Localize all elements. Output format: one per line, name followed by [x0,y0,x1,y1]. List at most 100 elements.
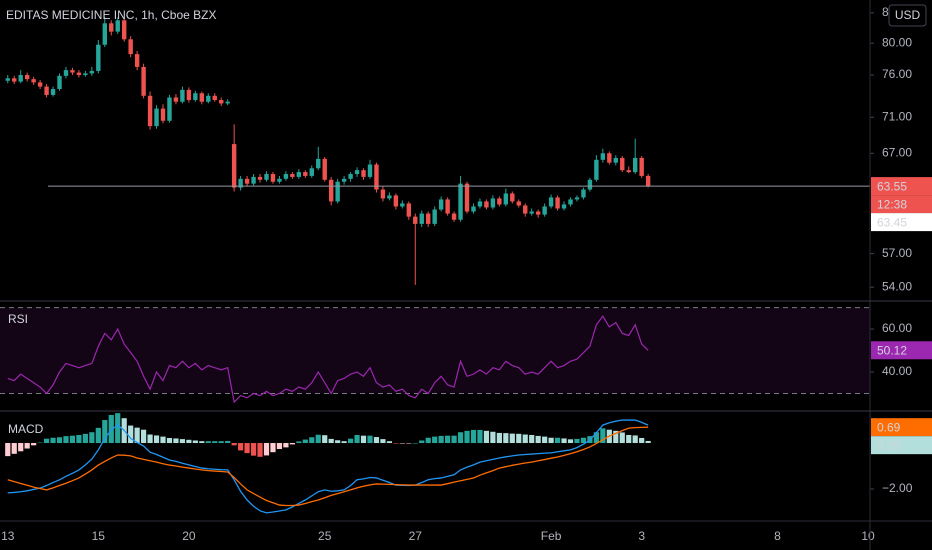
candle-body [548,197,554,207]
y-tick-label: −2.00 [882,481,913,495]
histogram-value-tag: 0.09 [877,438,901,452]
currency-button[interactable] [888,4,927,27]
y-tick-label: 80.00 [882,35,912,49]
candle-body [639,157,644,176]
macd-histogram-bar [328,438,334,444]
macd-histogram-bar [238,443,244,451]
x-tick-label: 15 [92,529,106,543]
indicator-title: RSI [8,312,28,326]
macd-histogram-bar [270,443,276,453]
macd-histogram-bar [231,443,237,446]
candle-body [283,174,289,179]
candle-body [270,174,276,182]
macd-histogram-bar [315,434,321,444]
last-price-tag: 63.55 [877,179,907,193]
x-tick-label: Feb [541,529,562,543]
candle-body [180,89,185,102]
macd-histogram-bar [257,443,263,457]
candle-body [231,144,237,188]
macd-histogram-bar [470,429,477,444]
candle-body [348,174,353,179]
candle-body [296,172,302,177]
candle-body [426,213,431,224]
macd-histogram-bar [600,428,606,444]
y-tick-label: 54.00 [882,279,912,293]
candle-body [393,195,399,207]
candle-body [109,23,114,32]
currency-label[interactable]: USD [895,8,921,22]
macd-histogram-bar [186,439,192,444]
macd-histogram-bar [554,437,561,444]
plot-layer: 84.0080.0076.0071.0067.0057.0054.0060.00… [0,5,913,543]
macd-histogram-bar [542,436,548,444]
candle-body [264,174,269,180]
macd-histogram-bar [37,442,43,444]
macd-histogram-bar [503,433,509,444]
macd-histogram-bar [296,441,302,444]
macd-histogram-bar [593,432,599,444]
candle-body [561,204,567,209]
macd-histogram-bar [128,425,134,444]
candle-body [154,108,159,127]
candle-body [529,211,534,214]
candle-body [70,70,75,73]
candle-body [244,178,250,184]
macd-histogram-bar [205,441,211,444]
macd-histogram-bar [31,443,37,446]
candle-body [574,197,580,200]
candle-body [76,72,82,76]
macd-histogram-bar [218,441,224,444]
macd-histogram-bar [522,434,528,444]
macd-histogram-bar [386,441,392,444]
macd-histogram-bar [483,430,490,444]
candle-body [464,183,470,212]
y-tick-label: 67.00 [882,145,912,159]
candle-body [335,181,340,202]
candle-body [626,170,631,173]
candle-body [328,179,334,202]
macd-histogram-bar [76,434,82,444]
macd-histogram-bar [89,432,95,444]
macd-histogram-bar [140,429,147,444]
candle-body [555,197,560,209]
macd-histogram-bar [490,431,496,444]
candle-body [438,199,444,210]
macd-histogram-bar [18,443,24,452]
macd-histogram-bar [451,435,457,444]
macd-histogram-bar [626,434,632,444]
bar-countdown-bg [871,195,932,214]
signal-value-tag-bg [871,418,932,437]
rsi-line [7,315,649,404]
candle-body [510,193,515,202]
macd-histogram-bar [102,420,108,444]
macd-histogram-bar [179,439,186,444]
candle-body [542,206,547,215]
signal-value-tag: 0.69 [877,420,901,434]
candle-body [620,157,625,171]
macd-histogram-bar [341,441,347,444]
candle-body [523,205,528,214]
macd-histogram-bar [225,440,231,444]
candle-body [31,79,36,83]
x-tick-label: 20 [182,529,196,543]
candle-body [83,73,88,76]
candle-body [12,78,17,82]
candle-body [516,201,521,206]
candle-body [380,189,386,199]
candle-body [225,101,230,104]
candle-body [18,75,23,82]
macd-histogram-bar [24,443,30,449]
macd-histogram-bar [412,443,418,444]
bar-countdown: 12:38 [877,197,907,211]
candle-body [458,183,463,220]
candle-body [141,66,146,96]
candle-body [167,97,172,121]
macd-histogram-bar [56,437,63,444]
candle-body [128,39,133,55]
macd-histogram-bar [529,434,535,444]
macd-histogram-bar [289,443,295,445]
y-tick-label: 60.00 [882,321,912,335]
macd-histogram-bar [69,435,76,444]
macd-line [7,419,649,514]
